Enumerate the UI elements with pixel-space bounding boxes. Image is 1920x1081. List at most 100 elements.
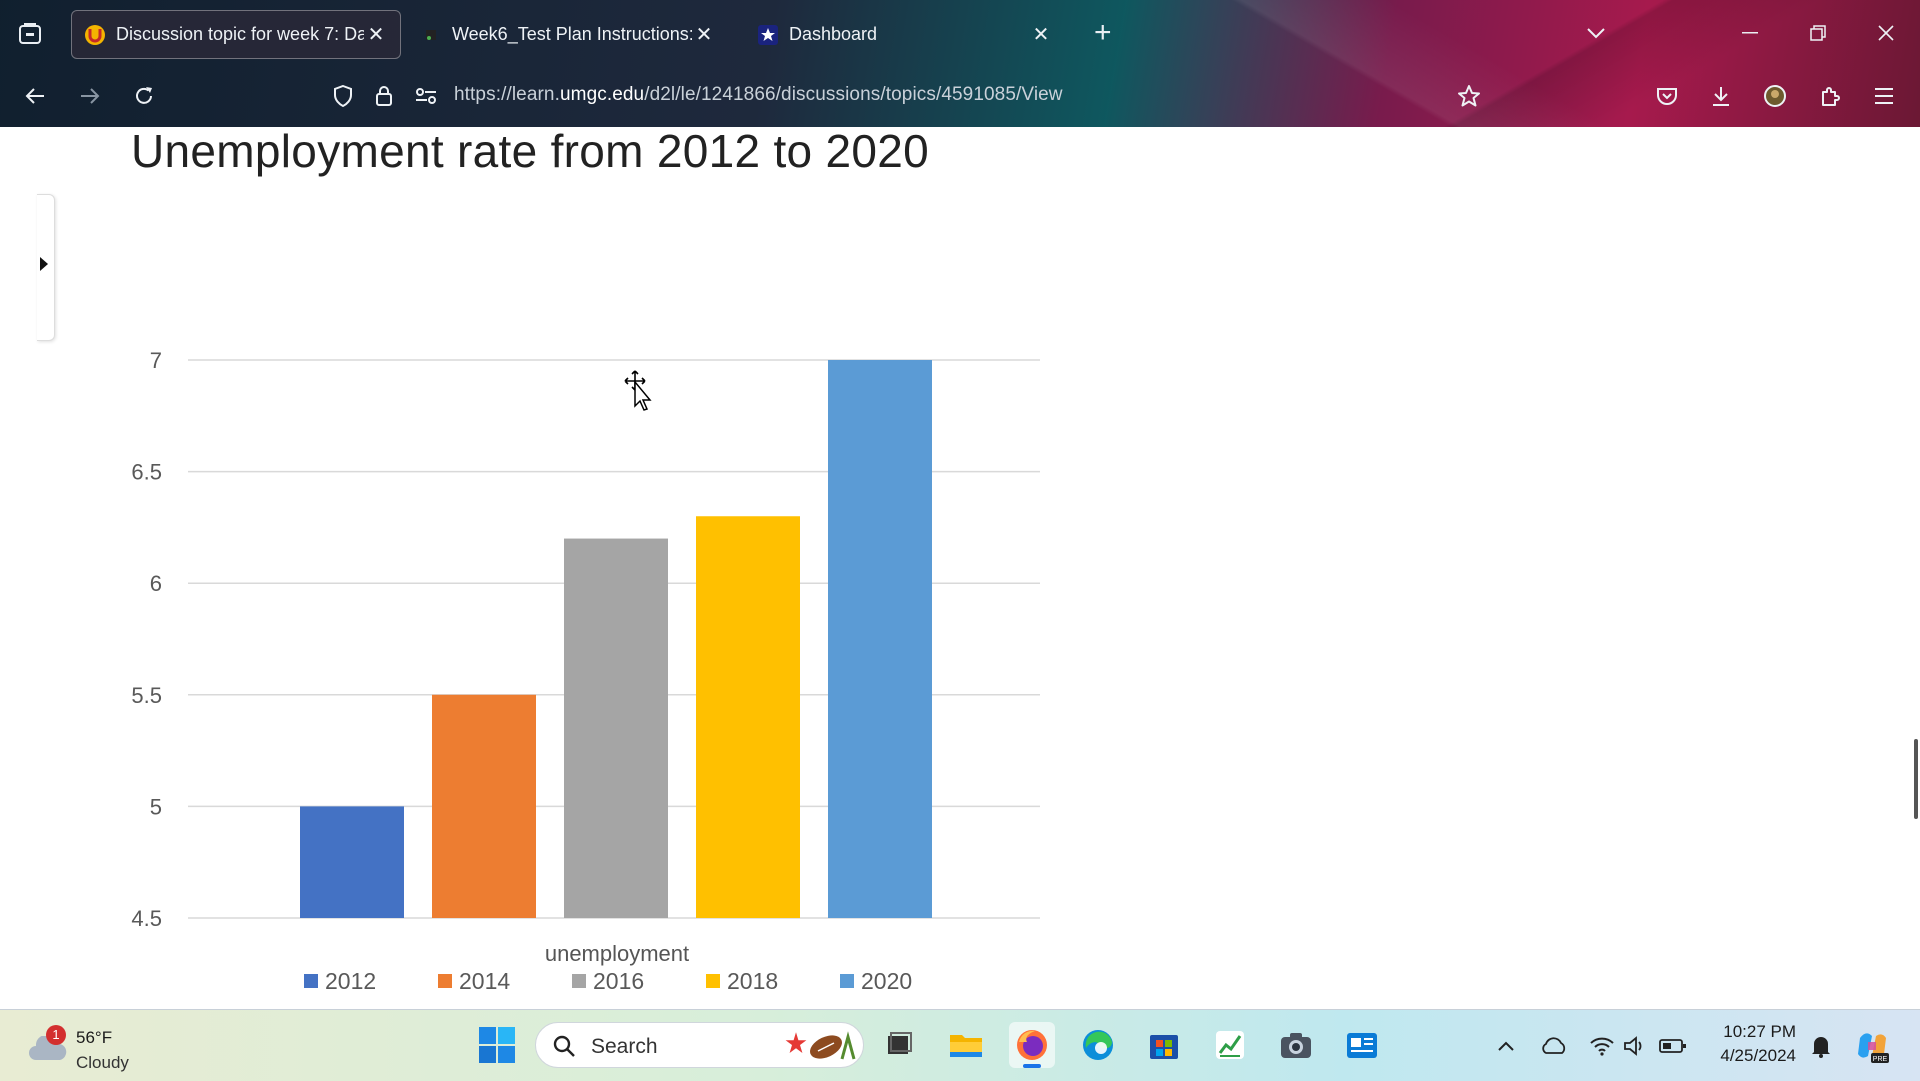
file-explorer-icon <box>950 1035 982 1057</box>
forward-button[interactable] <box>72 78 108 114</box>
y-tick-label: 5 <box>150 794 162 819</box>
pocket-button[interactable] <box>1649 78 1685 114</box>
edge-taskbar-button[interactable] <box>1075 1022 1121 1068</box>
battery-button[interactable] <box>1656 1032 1690 1060</box>
file-explorer-button[interactable] <box>943 1022 989 1068</box>
bar-2014 <box>432 694 536 918</box>
address-bar[interactable]: https://learn.umgc.edu/d2l/le/1241866/di… <box>454 84 1063 106</box>
star-icon <box>757 24 779 46</box>
tab-title: Week6_Test Plan Instructions: Te <box>452 24 692 44</box>
side-panel-toggle[interactable] <box>37 194 55 341</box>
news-app-button[interactable] <box>1339 1022 1385 1068</box>
copilot-button[interactable]: PRE <box>1852 1026 1892 1066</box>
shield-icon <box>334 85 352 107</box>
close-window-button[interactable] <box>1852 16 1920 50</box>
reload-button[interactable] <box>126 78 162 114</box>
download-icon <box>1713 87 1729 106</box>
firefox-icon <box>1017 1030 1047 1060</box>
legend-swatch-2016 <box>572 974 586 988</box>
copilot-icon: PRE <box>1858 1033 1889 1063</box>
bookmark-button[interactable] <box>1451 78 1487 114</box>
list-all-tabs-button[interactable] <box>1562 16 1630 50</box>
firefox-view-button[interactable] <box>14 18 46 50</box>
account-button[interactable] <box>1757 78 1793 114</box>
downloads-button[interactable] <box>1703 78 1739 114</box>
bar-2020 <box>828 360 932 918</box>
taskbar-search[interactable]: Search <box>535 1022 864 1068</box>
tracking-protection-button[interactable] <box>325 78 361 114</box>
chart-legend: 2012 2014 2016 2018 2020 <box>304 968 912 994</box>
bar-2012 <box>300 806 404 918</box>
search-highlight-football-icon <box>785 1031 856 1060</box>
restore-icon <box>1810 25 1826 41</box>
tab-bar: Discussion topic for week 7: Dat ✕ Week6… <box>0 0 1920 66</box>
page-scrollbar[interactable] <box>1914 739 1918 819</box>
search-placeholder: Search <box>591 1035 658 1058</box>
network-button[interactable] <box>1587 1032 1617 1060</box>
close-tab-icon[interactable]: ✕ <box>1032 24 1050 46</box>
star-outline-icon <box>1458 85 1480 107</box>
close-icon <box>1878 25 1894 41</box>
battery-icon <box>1659 1039 1686 1053</box>
news-app-icon <box>1347 1033 1377 1058</box>
onedrive-cloud-icon <box>1542 1037 1566 1054</box>
y-tick-label: 6 <box>150 571 162 596</box>
microsoft-store-button[interactable] <box>1141 1022 1187 1068</box>
legend-swatch-2012 <box>304 974 318 988</box>
bar-chart: 4.555.566.57 unemployment 2012 2014 2016 20… <box>131 348 1040 994</box>
pocket-icon <box>1657 88 1677 105</box>
microsoft-store-icon <box>1150 1035 1178 1059</box>
stock-chart-app-button[interactable] <box>1207 1022 1253 1068</box>
legend-label-2016: 2016 <box>593 968 644 994</box>
hamburger-menu-icon <box>1875 88 1893 104</box>
show-hidden-icons-button[interactable] <box>1492 1032 1520 1060</box>
y-tick-label: 7 <box>150 348 162 373</box>
permissions-button[interactable] <box>408 78 444 114</box>
caret-right-icon <box>40 257 48 271</box>
volume-button[interactable] <box>1620 1032 1650 1060</box>
close-tab-icon[interactable]: ✕ <box>367 24 385 46</box>
bar-2018 <box>696 516 800 918</box>
y-axis-ticks: 4.5 5 5.5 6 6.5 7 <box>131 348 162 931</box>
tab-dashboard[interactable]: Dashboard ✕ <box>745 10 1065 59</box>
start-button[interactable] <box>478 1026 516 1064</box>
task-view-button[interactable] <box>876 1022 922 1068</box>
chevron-down-icon <box>1587 28 1605 39</box>
site-security-button[interactable] <box>366 78 402 114</box>
task-view-icon <box>888 1032 912 1054</box>
close-tab-icon[interactable]: ✕ <box>695 24 713 46</box>
dark-page-icon <box>420 24 442 46</box>
minimize-button[interactable] <box>1716 16 1784 50</box>
window-controls <box>1562 16 1920 50</box>
chart-title: Unemployment rate from 2012 to 2020 <box>131 127 930 177</box>
camera-app-button[interactable] <box>1273 1022 1319 1068</box>
y-tick-label: 4.5 <box>131 906 162 931</box>
firefox-taskbar-button[interactable] <box>1009 1022 1055 1068</box>
search-icon <box>553 1035 575 1057</box>
wifi-icon <box>1590 1037 1614 1056</box>
browser-chrome: Discussion topic for week 7: Dat ✕ Week6… <box>0 0 1920 127</box>
url-path: /d2l/le/1241866/discussions/topics/45910… <box>644 84 1063 105</box>
page-content: Unemployment rate from 2012 to 2020 4.5 5… <box>0 127 1920 1009</box>
puzzle-piece-icon <box>1822 87 1840 106</box>
restore-button[interactable] <box>1784 16 1852 50</box>
tab-week6-test-plan[interactable]: Week6_Test Plan Instructions: Te ✕ <box>408 10 728 59</box>
url-prefix: https://learn. <box>454 84 560 105</box>
bar-2016 <box>564 538 668 918</box>
svg-text:PRE: PRE <box>1873 1056 1888 1063</box>
y-tick-label: 6.5 <box>131 460 162 485</box>
tab-title: Dashboard <box>789 24 878 44</box>
notifications-button[interactable] <box>1806 1032 1836 1060</box>
extensions-button[interactable] <box>1812 78 1848 114</box>
chart-bars <box>300 360 932 918</box>
umgc-logo-icon <box>84 24 106 46</box>
legend-swatch-2018 <box>706 974 720 988</box>
tab-discussion-week7[interactable]: Discussion topic for week 7: Dat ✕ <box>71 10 401 59</box>
onedrive-button[interactable] <box>1538 1032 1570 1060</box>
back-button[interactable] <box>17 78 53 114</box>
navigation-toolbar: https://learn.umgc.edu/d2l/le/1241866/di… <box>0 72 1920 120</box>
new-tab-button[interactable]: + <box>1094 16 1112 49</box>
system-clock[interactable]: 10:27 PM 4/25/2024 <box>1700 1020 1796 1068</box>
x-axis-label: unemployment <box>545 941 689 966</box>
app-menu-button[interactable] <box>1866 78 1902 114</box>
